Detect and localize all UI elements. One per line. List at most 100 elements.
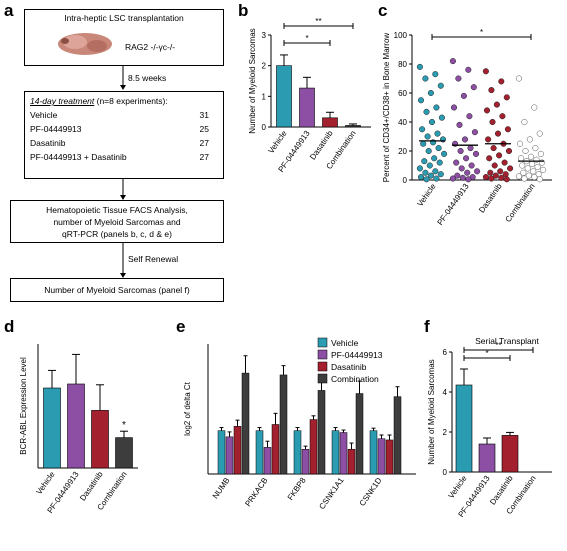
chart-e-bar	[263, 447, 272, 475]
analysis-line: number of Myeloid Sarcomas and	[53, 217, 181, 227]
chart-c-point	[433, 104, 440, 111]
chart-c-point	[532, 145, 539, 152]
chart-c-point	[522, 147, 529, 155]
chart-c-point	[453, 159, 460, 166]
chart-e-category-label: FKBP8	[286, 476, 308, 502]
treatment-suffix: (n=8 experiments):	[94, 96, 168, 106]
chart-c-point	[419, 126, 426, 133]
chart-c-point	[515, 75, 522, 82]
chart-c-point	[467, 145, 474, 152]
chart-c-point	[449, 175, 456, 182]
chart-d-bar	[67, 383, 85, 469]
chart-c-point	[494, 130, 502, 137]
chart-c-point	[424, 133, 431, 140]
chart-f-tick-label: 0	[443, 468, 448, 477]
chart-e-legend-swatch	[317, 349, 328, 360]
sarcomas-text: Number of Myeloid Sarcomas (panel f)	[44, 285, 190, 295]
chart-e-bar	[271, 424, 280, 475]
chart-c-point	[518, 155, 525, 162]
chart-f-bar	[501, 435, 519, 473]
chart-c-point	[436, 159, 443, 166]
chart-e-legend-label: PF-04449913	[331, 350, 383, 360]
chart-e-bar	[217, 430, 226, 475]
chart-c-point	[460, 92, 467, 99]
chart-c-point	[420, 140, 427, 147]
chart-c-point	[504, 126, 511, 133]
treatment-row: Vehicle 31	[30, 108, 209, 122]
chart-e-legend-label: Dasatinib	[331, 362, 367, 372]
chart-c-point	[524, 165, 531, 172]
chart-b-bar	[345, 125, 361, 128]
chart-e-bar	[369, 430, 378, 475]
chart-c-point	[496, 152, 503, 159]
chart-c-point	[450, 104, 458, 111]
chart-d-bar	[43, 387, 61, 469]
flow-box-sarcomas: Number of Myeloid Sarcomas (panel f)	[10, 278, 224, 302]
chart-f-bar	[478, 443, 496, 473]
chart-c-point	[492, 172, 499, 179]
chart-c-point	[417, 97, 425, 104]
chart-c-point	[540, 166, 547, 173]
panel-letter-b: b	[238, 1, 249, 20]
chart-c-point	[521, 118, 528, 126]
chart-c-point	[527, 153, 535, 160]
treatment-name: PF-04449913 + Dasatinib	[30, 152, 127, 162]
chart-c-point	[536, 176, 543, 183]
chart-e-category-label: PRKACB	[243, 476, 269, 508]
chart-c-point	[498, 78, 505, 85]
flow-box-analysis: Hematopoietic Tissue FACS Analysis, numb…	[10, 200, 224, 243]
chart-c-point	[488, 175, 495, 182]
treatment-n: 25	[199, 124, 209, 134]
chart-c-point	[493, 101, 500, 108]
treatment-name: Dasatinib	[30, 138, 66, 148]
chart-e-bar	[241, 372, 250, 475]
chart-c-tick-label: 40	[398, 118, 407, 127]
chart-e-legend-label: Combination	[331, 374, 379, 384]
chart-c-tick-label: 100	[394, 31, 408, 40]
chart-c-point	[466, 113, 473, 120]
chart-e-bar	[225, 436, 234, 475]
chart-c-point	[471, 129, 478, 136]
chart-b-tick-label: 0	[262, 123, 267, 132]
panel-letter-e: e	[176, 317, 186, 336]
chart-e-bar	[355, 393, 364, 475]
chart-c-point	[488, 87, 495, 94]
panel-letter-f: f	[424, 317, 430, 336]
chart-f-significance-label: *	[485, 349, 488, 358]
chart-c-tick-label: 60	[398, 89, 407, 98]
chart-c-point	[468, 162, 475, 169]
chart-c-point	[465, 66, 472, 73]
chart-c-point	[482, 174, 489, 181]
chart-c-point	[465, 176, 472, 183]
chart-e-bar	[309, 419, 318, 475]
chart-c-point	[529, 161, 536, 168]
chart-e-bar	[393, 396, 402, 475]
chart-b-tick-label: 1	[262, 92, 267, 101]
chart-c-point	[526, 136, 533, 143]
chart-c-point	[422, 169, 429, 176]
chart-c-point	[423, 108, 430, 115]
chart-e-bar	[385, 439, 394, 475]
chart-c-point	[525, 172, 532, 179]
chart-e-legend-swatch	[317, 373, 328, 384]
chart-c-point	[519, 162, 526, 169]
chart-b-bar	[299, 87, 315, 128]
chart-e-legend-swatch	[317, 337, 328, 348]
chart-f-significance-label: **	[495, 341, 501, 350]
chart-c-point	[485, 136, 492, 143]
transplant-title: Intra-heptic LSC transplantation	[64, 13, 184, 23]
chart-b-category-label: Vehicle	[266, 129, 288, 156]
chart-c-point	[536, 130, 543, 137]
panel-letter-c: c	[378, 1, 388, 20]
chart-c-point	[534, 163, 541, 170]
arrow-label-self-renewal: Self Renewal	[128, 254, 179, 264]
chart-c-point	[461, 136, 469, 143]
chart-d-y-label: BCR-ABL Expression Level	[20, 357, 28, 455]
chart-c-point	[537, 150, 544, 157]
chart-c-point	[457, 147, 464, 155]
chart-c-point	[520, 169, 527, 176]
chart-f-tick-label: 4	[443, 388, 448, 397]
chart-c-point	[421, 158, 428, 165]
chart-f-tick-label: 6	[443, 348, 448, 357]
